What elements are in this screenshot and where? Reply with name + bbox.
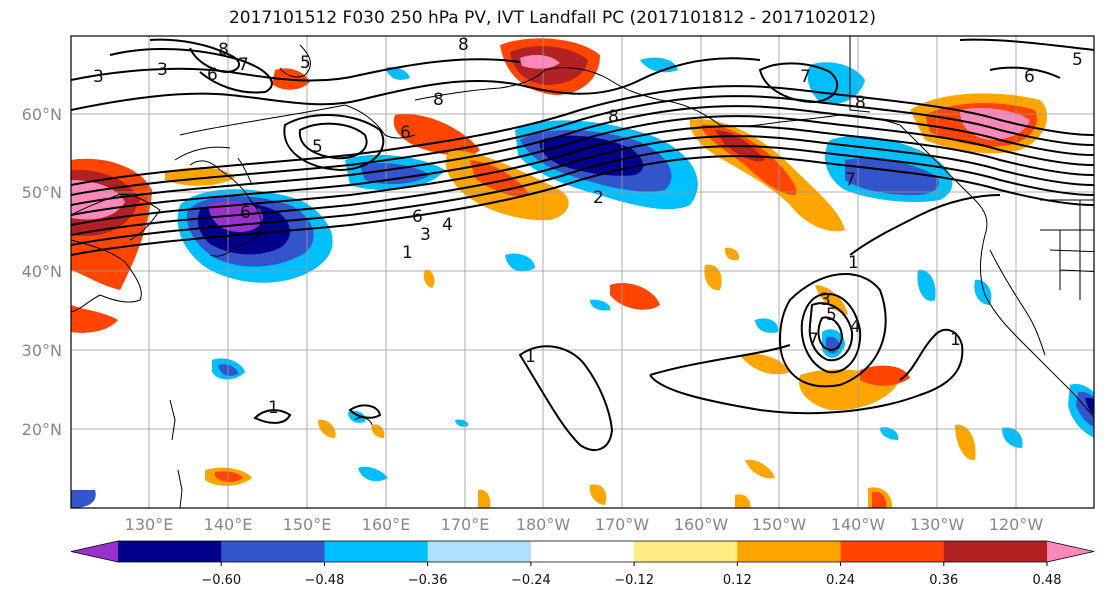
map-frame bbox=[70, 35, 1095, 509]
lon-label: 130°W bbox=[910, 515, 965, 534]
lon-label: 160°W bbox=[674, 515, 729, 534]
contour-label: 2 bbox=[593, 188, 604, 208]
contour-label: 6 bbox=[1024, 67, 1035, 87]
lat-label: 40°N bbox=[22, 262, 62, 281]
contour-label: 4 bbox=[442, 215, 453, 235]
colorbar-segment bbox=[634, 541, 738, 562]
pv-contours bbox=[71, 38, 1094, 451]
lon-label: 150°E bbox=[283, 515, 332, 534]
contour-label: 6 bbox=[240, 203, 251, 223]
contour-label: 7 bbox=[238, 55, 249, 75]
contour-label: 3 bbox=[93, 67, 104, 87]
colorbar-segment bbox=[530, 541, 635, 562]
contour-label: 1 bbox=[950, 330, 961, 350]
contour-label: 5 bbox=[1072, 50, 1083, 70]
contour-label: 5 bbox=[312, 137, 323, 157]
lon-label: 140°W bbox=[831, 515, 886, 534]
contour-label: 1 bbox=[268, 398, 279, 418]
contour-label: 6 bbox=[400, 123, 411, 143]
contour-label: 8 bbox=[458, 35, 469, 55]
contour-label: 3 bbox=[820, 290, 831, 310]
contour-label: 3 bbox=[157, 60, 168, 80]
colorbar-tick-label: −0.12 bbox=[614, 573, 654, 588]
contour-label: 4 bbox=[850, 317, 861, 337]
contour-label: 7 bbox=[845, 170, 856, 190]
colorbar: −0.60 −0.48 −0.36 −0.24 −0.12 0.12 0.24 0.36 0.4… bbox=[70, 540, 1095, 588]
contour-label: 8 bbox=[855, 93, 866, 113]
contour-labels: 8 5 7 3 6 8 8 6 5 8 6 5 3 7 8 7 6 4 3 1 … bbox=[93, 35, 1083, 418]
contour-label: 8 bbox=[218, 40, 229, 60]
longitude-labels: 130°E 140°E 150°E 160°E 170°E 180°W 170°… bbox=[125, 515, 1044, 534]
lon-label: 120°W bbox=[989, 515, 1044, 534]
map-title: 2017101512 F030 250 hPa PV, IVT Landfall… bbox=[228, 8, 876, 28]
colorbar-segment bbox=[840, 541, 945, 562]
colorbar-tick-label: −0.36 bbox=[408, 573, 448, 588]
colorbar-segment bbox=[737, 541, 842, 562]
colorbar-tick-label: 0.12 bbox=[723, 573, 752, 588]
colorbar-tick-label: −0.24 bbox=[511, 573, 551, 588]
contour-label: 1 bbox=[525, 347, 536, 367]
contour-label: 1 bbox=[402, 243, 413, 263]
contour-label: 3 bbox=[420, 225, 431, 245]
colorbar-segment bbox=[427, 541, 532, 562]
colorbar-outline bbox=[70, 540, 1095, 563]
colorbar-tick-label: 0.48 bbox=[1033, 573, 1062, 588]
contour-label: 1 bbox=[848, 253, 859, 273]
lon-label: 140°E bbox=[204, 515, 253, 534]
colorbar-segment bbox=[118, 541, 222, 562]
lat-label: 20°N bbox=[22, 420, 62, 439]
colorbar-segment bbox=[221, 541, 325, 562]
colorbar-tick-label: 0.36 bbox=[929, 573, 958, 588]
contour-label: 7 bbox=[808, 330, 819, 350]
lat-label: 30°N bbox=[22, 341, 62, 360]
contour-label: 8 bbox=[608, 107, 619, 127]
colorbar-tick-label: −0.60 bbox=[201, 573, 241, 588]
contour-label: 6 bbox=[412, 207, 423, 227]
latitude-labels: 60°N 50°N 40°N 30°N 20°N bbox=[22, 105, 62, 439]
colorbar-segment bbox=[324, 541, 429, 562]
lon-label: 170°E bbox=[441, 515, 490, 534]
contour-label: 5 bbox=[300, 53, 311, 73]
colorbar-extend-high bbox=[1047, 541, 1094, 562]
contour-label: 6 bbox=[207, 65, 218, 85]
lon-label: 150°W bbox=[752, 515, 807, 534]
colorbar-extend-low bbox=[71, 541, 118, 562]
colorbar-tick-label: 0.24 bbox=[826, 573, 855, 588]
colorbar-tick-label: −0.48 bbox=[305, 573, 345, 588]
lon-label: 160°E bbox=[362, 515, 411, 534]
contour-label: 5 bbox=[826, 305, 837, 325]
lon-label: 180°W bbox=[516, 515, 571, 534]
colorbar-segment bbox=[943, 541, 1048, 562]
contour-label: 8 bbox=[433, 90, 444, 110]
lon-label: 130°E bbox=[125, 515, 174, 534]
lat-label: 50°N bbox=[22, 183, 62, 202]
contour-label: 7 bbox=[800, 67, 811, 87]
lon-label: 170°W bbox=[595, 515, 650, 534]
lat-label: 60°N bbox=[22, 105, 62, 124]
